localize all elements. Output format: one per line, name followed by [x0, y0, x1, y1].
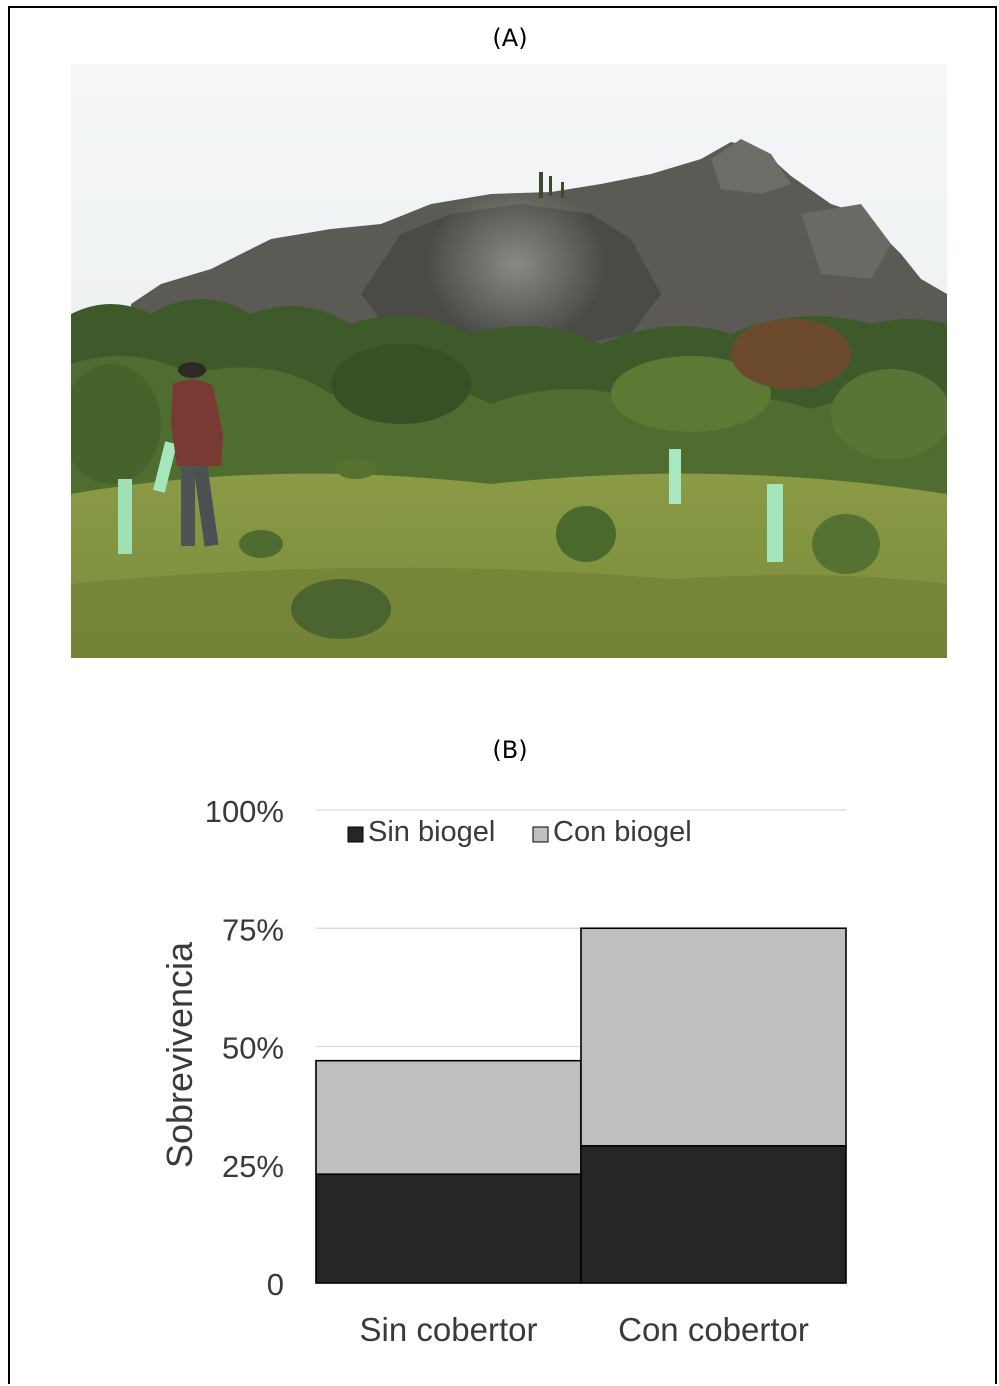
x-tick-label: Con cobertor [618, 1311, 809, 1348]
bars [315, 927, 847, 1284]
legend-label: Sin biogel [368, 816, 495, 848]
y-tick-label: 25% [222, 1149, 284, 1184]
bar-segment [580, 927, 847, 1147]
field-photo [71, 64, 947, 658]
y-tick-label: 50% [222, 1031, 284, 1066]
x-tick-labels: Sin cobertor Con cobertor [360, 1311, 809, 1348]
legend: Sin biogel Con biogel [347, 816, 692, 848]
y-axis-label: Sobrevivencia [159, 941, 200, 1168]
legend-swatch [347, 826, 364, 843]
figure-frame [8, 6, 997, 1384]
y-tick-labels: 0 25% 50% 75% 100% [205, 794, 284, 1302]
y-tick-label: 75% [222, 912, 284, 947]
bar-segment [580, 1145, 847, 1284]
survival-chart: 025%50%75%100% Sin cobertor Con cobertor … [159, 794, 847, 1348]
legend-label: Con biogel [553, 816, 692, 848]
panel-b-label: (B) [492, 736, 528, 764]
bar-segment [315, 1059, 582, 1176]
y-tick-label: 0 [267, 1267, 284, 1302]
legend-swatch [532, 826, 549, 843]
y-tick-label: 100% [205, 794, 284, 829]
x-tick-label: Sin cobertor [360, 1311, 538, 1348]
bar-segment [315, 1173, 582, 1284]
panel-a-label: (A) [492, 24, 528, 52]
